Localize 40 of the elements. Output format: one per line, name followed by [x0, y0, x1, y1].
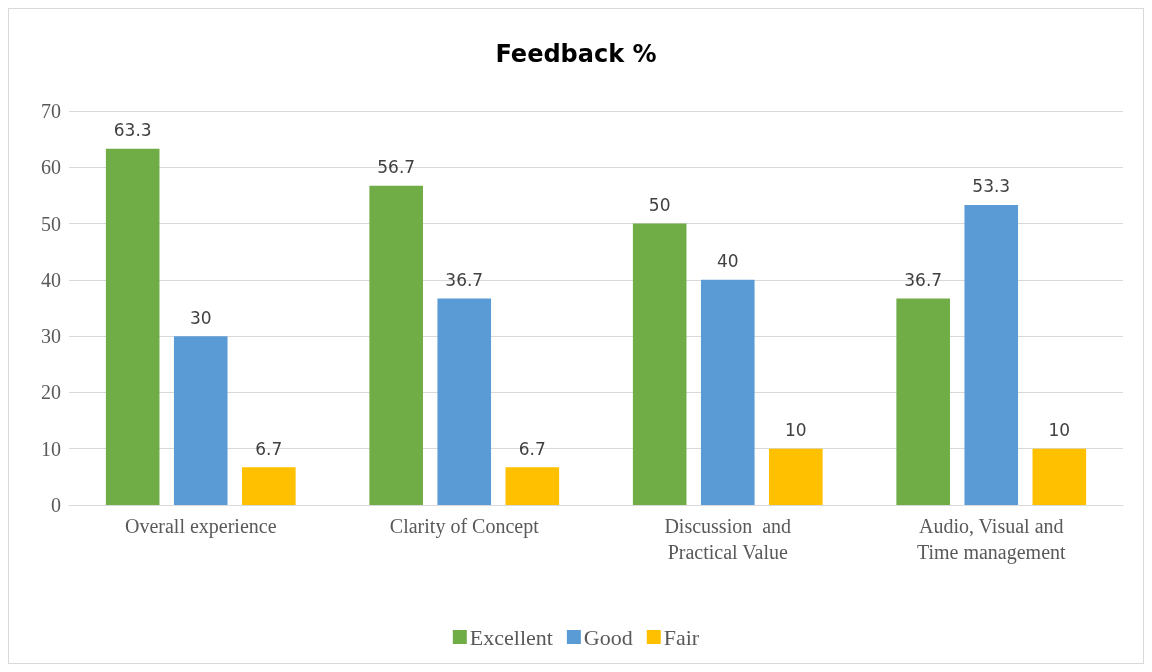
data-label: 50	[648, 195, 671, 216]
data-label: 10	[1048, 420, 1071, 441]
legend-label: Excellent	[469, 624, 553, 650]
y-tick-label: 40	[41, 268, 61, 291]
bar	[1032, 448, 1087, 505]
chart-title: Feedback %	[495, 40, 657, 68]
data-label: 53.3	[972, 176, 1011, 197]
data-label: 10	[784, 420, 807, 441]
bar	[105, 148, 160, 505]
bar	[173, 336, 228, 505]
data-label: 36.7	[445, 269, 484, 290]
y-tick-label: 50	[41, 212, 61, 235]
data-label: 6.7	[518, 438, 546, 459]
bar	[242, 467, 296, 505]
y-tick-label: 0	[51, 494, 61, 516]
y-tick-label: 10	[41, 437, 61, 460]
bar	[632, 223, 687, 505]
y-tick-label: 60	[41, 156, 61, 179]
data-label: 63.3	[113, 120, 152, 141]
legend-label: Good	[583, 624, 633, 650]
data-label: 6.7	[255, 438, 283, 459]
bar	[964, 205, 1019, 505]
data-label: 56.7	[377, 157, 416, 178]
bar	[369, 185, 423, 505]
y-tick-label: 30	[41, 325, 61, 348]
data-label: 36.7	[904, 269, 943, 290]
x-tick-label: Audio, Visual and Time management	[916, 515, 1067, 564]
bar	[769, 448, 823, 505]
x-tick-label: Overall experience	[124, 515, 277, 538]
legend-label: Fair	[663, 624, 700, 650]
y-tick-label: 70	[41, 100, 61, 122]
x-tick-label: Clarity of Concept	[389, 515, 540, 538]
x-tick-label: Discussion and Practical Value	[664, 515, 792, 563]
bar	[437, 298, 492, 505]
bar	[896, 298, 950, 505]
y-tick-label: 20	[41, 381, 61, 404]
bar	[505, 467, 560, 505]
bar	[700, 279, 755, 505]
data-label: 30	[189, 307, 212, 328]
data-label: 40	[716, 251, 739, 272]
